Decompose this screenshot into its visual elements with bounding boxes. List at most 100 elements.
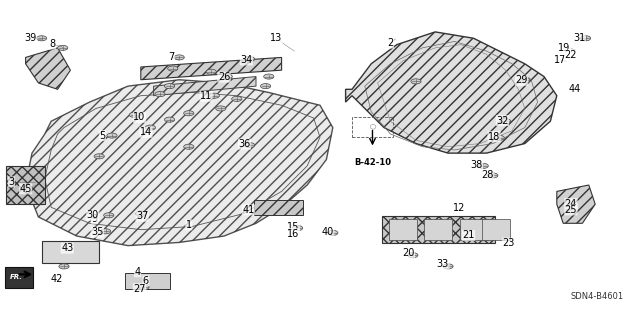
Text: 32: 32 (496, 115, 509, 126)
Text: SDN4-B4601: SDN4-B4601 (571, 293, 624, 301)
Text: 35: 35 (91, 227, 104, 237)
Text: 41: 41 (242, 205, 255, 215)
Text: 29: 29 (515, 75, 528, 85)
Circle shape (411, 79, 421, 84)
Circle shape (216, 106, 226, 111)
FancyBboxPatch shape (460, 219, 488, 240)
Polygon shape (26, 48, 70, 89)
Text: 10: 10 (133, 112, 146, 122)
Circle shape (408, 253, 418, 258)
Text: 2: 2 (387, 38, 394, 48)
Text: 17: 17 (554, 55, 566, 65)
Circle shape (478, 163, 488, 168)
Text: 7: 7 (168, 52, 175, 63)
Circle shape (443, 264, 453, 269)
Text: 13: 13 (270, 33, 283, 43)
FancyBboxPatch shape (42, 241, 99, 263)
Text: 22: 22 (564, 50, 577, 60)
Circle shape (244, 56, 255, 62)
Circle shape (155, 92, 165, 97)
Circle shape (260, 84, 271, 89)
Text: 6: 6 (143, 276, 149, 286)
Text: 12: 12 (453, 203, 466, 213)
Text: 33: 33 (436, 259, 449, 269)
Circle shape (494, 135, 504, 140)
Polygon shape (26, 80, 333, 246)
Text: 3: 3 (8, 177, 15, 187)
Text: 30: 30 (86, 210, 99, 220)
Text: 44: 44 (568, 84, 581, 94)
Text: 4: 4 (134, 267, 141, 277)
Circle shape (129, 112, 140, 117)
FancyBboxPatch shape (389, 219, 417, 240)
FancyBboxPatch shape (254, 200, 303, 215)
FancyBboxPatch shape (424, 219, 452, 240)
Circle shape (209, 93, 220, 98)
Circle shape (580, 36, 591, 41)
Text: 5: 5 (99, 130, 106, 141)
Text: 42: 42 (50, 274, 63, 284)
Circle shape (164, 84, 175, 89)
Text: 38: 38 (470, 160, 483, 170)
Circle shape (104, 213, 114, 218)
Text: 15: 15 (287, 222, 300, 232)
Polygon shape (346, 32, 557, 153)
Circle shape (168, 66, 178, 71)
Circle shape (59, 264, 69, 269)
Circle shape (100, 229, 111, 234)
Text: 25: 25 (564, 205, 577, 215)
FancyBboxPatch shape (125, 273, 170, 289)
Circle shape (328, 230, 338, 235)
Text: 18: 18 (488, 131, 500, 142)
Circle shape (36, 36, 47, 41)
Text: 14: 14 (140, 127, 152, 137)
Text: 31: 31 (573, 33, 586, 43)
Circle shape (264, 74, 274, 79)
Text: 39: 39 (24, 33, 37, 43)
Text: B-42-10: B-42-10 (354, 158, 391, 167)
Circle shape (107, 133, 117, 138)
Circle shape (136, 211, 146, 216)
Text: 11: 11 (200, 91, 212, 101)
Circle shape (145, 125, 156, 130)
Circle shape (564, 205, 575, 210)
Text: 1: 1 (186, 220, 192, 230)
Circle shape (164, 117, 175, 122)
Text: FR.: FR. (10, 274, 22, 280)
Text: 34: 34 (240, 55, 253, 65)
Text: 20: 20 (402, 248, 415, 258)
Circle shape (520, 78, 530, 83)
Circle shape (139, 285, 149, 290)
Polygon shape (141, 57, 282, 80)
Text: 23: 23 (502, 238, 515, 248)
Text: 21: 21 (462, 230, 475, 241)
Circle shape (232, 96, 242, 101)
Text: 19: 19 (558, 43, 571, 54)
Circle shape (206, 69, 216, 74)
Text: 24: 24 (564, 198, 577, 209)
Text: 43: 43 (61, 243, 74, 253)
Text: 26: 26 (218, 72, 230, 82)
Circle shape (58, 45, 68, 50)
Text: 8: 8 (49, 39, 56, 49)
FancyBboxPatch shape (482, 219, 510, 240)
Text: 45: 45 (19, 184, 32, 194)
FancyBboxPatch shape (5, 267, 33, 288)
Text: 28: 28 (481, 170, 494, 180)
Text: 16: 16 (287, 228, 300, 239)
Text: 9: 9 (92, 213, 98, 224)
Circle shape (94, 154, 104, 159)
Text: 36: 36 (238, 139, 251, 149)
Circle shape (174, 55, 184, 60)
Circle shape (222, 74, 232, 79)
Circle shape (488, 173, 498, 178)
Circle shape (184, 111, 194, 116)
Circle shape (184, 144, 194, 149)
Text: 37: 37 (136, 211, 148, 221)
Polygon shape (154, 77, 256, 96)
FancyBboxPatch shape (382, 216, 495, 243)
Polygon shape (557, 185, 595, 223)
Text: 27: 27 (133, 284, 146, 294)
Polygon shape (6, 166, 45, 204)
Circle shape (244, 143, 255, 148)
